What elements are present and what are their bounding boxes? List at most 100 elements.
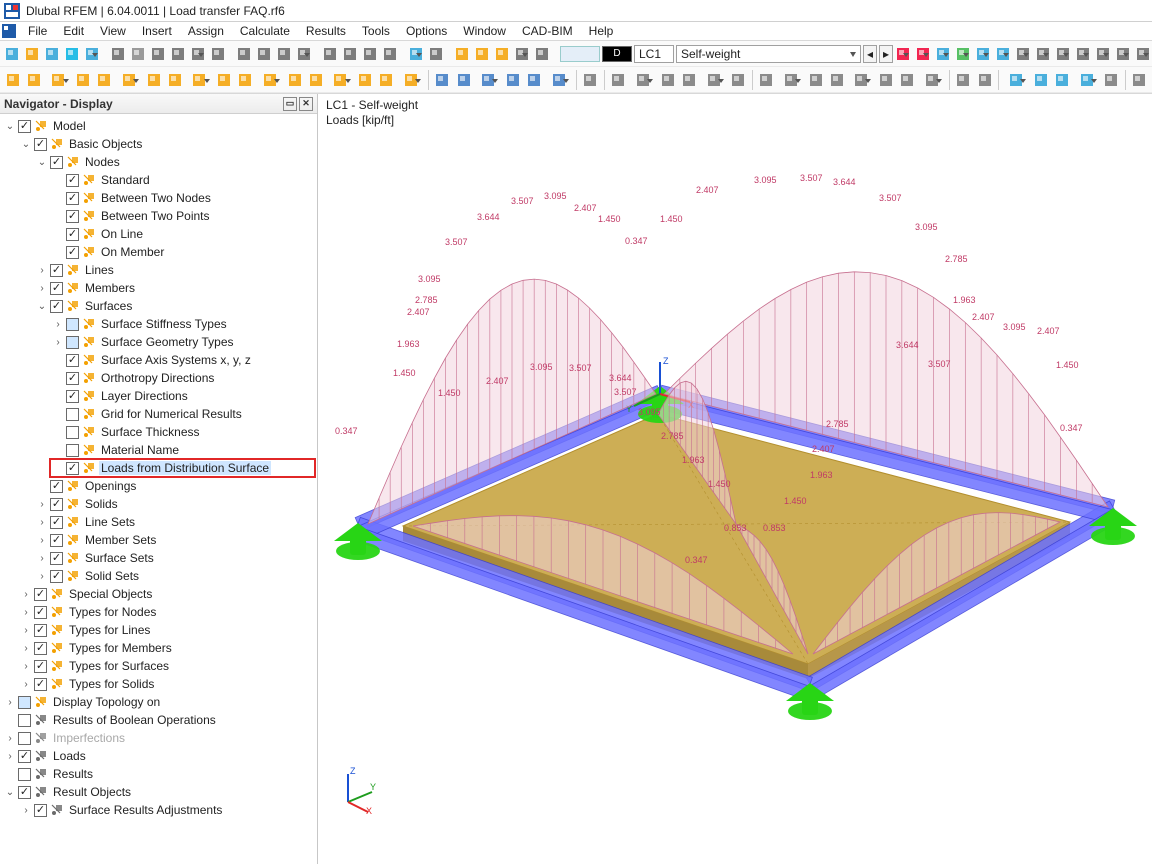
toolbar-button[interactable] [116, 69, 142, 91]
toolbar-button[interactable] [954, 43, 972, 65]
visibility-checkbox[interactable] [66, 336, 79, 349]
tree-row[interactable]: ›Surface Sets [34, 549, 315, 567]
toolbar-button[interactable] [23, 43, 41, 65]
menu-tools[interactable]: Tools [356, 23, 396, 39]
tree-row[interactable]: ›Types for Surfaces [18, 657, 315, 675]
chevron-right-icon[interactable]: › [20, 588, 32, 600]
toolbar-button[interactable] [1003, 69, 1029, 91]
chevron-down-icon[interactable]: ⌄ [4, 120, 16, 132]
tree-row[interactable]: Results [2, 765, 315, 783]
toolbar-button[interactable] [630, 69, 656, 91]
tree-row[interactable]: Surface Thickness [50, 423, 315, 441]
toolbar-button[interactable] [285, 69, 304, 91]
chevron-right-icon[interactable]: › [36, 534, 48, 546]
toolbar-button[interactable] [407, 43, 425, 65]
toolbar-button[interactable] [3, 43, 21, 65]
toolbar-button[interactable] [658, 69, 677, 91]
visibility-checkbox[interactable] [50, 480, 63, 493]
chevron-right-icon[interactable]: › [20, 660, 32, 672]
menu-cadbim[interactable]: CAD-BIM [516, 23, 579, 39]
chevron-right-icon[interactable]: › [36, 282, 48, 294]
toolbar-button[interactable] [848, 69, 874, 91]
toolbar-button[interactable] [321, 43, 339, 65]
toolbar-button[interactable] [3, 69, 22, 91]
visibility-checkbox[interactable] [34, 660, 47, 673]
chevron-right-icon[interactable]: › [4, 750, 16, 762]
visibility-checkbox[interactable] [34, 588, 47, 601]
visibility-checkbox[interactable] [66, 426, 79, 439]
toolbar-button[interactable] [994, 43, 1012, 65]
toolbar-button[interactable] [757, 69, 776, 91]
toolbar-button[interactable] [1014, 43, 1032, 65]
tree-row[interactable]: On Line [50, 225, 315, 243]
tree-row[interactable]: ›Types for Lines [18, 621, 315, 639]
toolbar-button[interactable] [306, 69, 325, 91]
menu-calculate[interactable]: Calculate [234, 23, 296, 39]
toolbar-button[interactable] [975, 69, 994, 91]
tree-row[interactable]: ›Lines [34, 261, 315, 279]
tree-row[interactable]: ›Surface Results Adjustments [18, 801, 315, 819]
visibility-checkbox[interactable] [18, 768, 31, 781]
menu-insert[interactable]: Insert [136, 23, 178, 39]
visibility-checkbox[interactable] [66, 372, 79, 385]
chevron-right-icon[interactable]: › [36, 552, 48, 564]
toolbar-button[interactable] [1054, 43, 1072, 65]
visibility-checkbox[interactable] [50, 300, 63, 313]
tree-row[interactable]: ›Solids [34, 495, 315, 513]
toolbar-button[interactable] [169, 43, 187, 65]
toolbar-button[interactable] [1134, 43, 1152, 65]
toolbar-button[interactable] [74, 69, 93, 91]
toolbar-button[interactable] [700, 69, 726, 91]
toolbar-button[interactable] [377, 69, 396, 91]
toolbar-button[interactable] [1074, 69, 1100, 91]
visibility-checkbox[interactable] [50, 264, 63, 277]
toolbar-button[interactable] [165, 69, 184, 91]
visibility-checkbox[interactable] [66, 174, 79, 187]
visibility-checkbox[interactable] [66, 192, 79, 205]
navigator-close-button[interactable]: ✕ [299, 97, 313, 111]
chevron-right-icon[interactable]: › [20, 678, 32, 690]
chevron-down-icon[interactable]: ⌄ [36, 300, 48, 312]
visibility-checkbox[interactable] [34, 606, 47, 619]
visibility-checkbox[interactable] [66, 408, 79, 421]
toolbar-button[interactable] [433, 69, 452, 91]
toolbar-button[interactable] [1094, 43, 1112, 65]
tree-row[interactable]: ›Types for Members [18, 639, 315, 657]
toolbar-button[interactable] [257, 69, 283, 91]
tree-row[interactable]: ›Types for Nodes [18, 603, 315, 621]
toolbar-button[interactable] [327, 69, 353, 91]
toolbar-button[interactable] [341, 43, 359, 65]
chevron-right-icon[interactable]: › [36, 570, 48, 582]
toolbar-button[interactable] [876, 69, 895, 91]
visibility-checkbox[interactable] [66, 462, 79, 475]
tree-row[interactable]: Orthotropy Directions [50, 369, 315, 387]
toolbar-button[interactable] [1130, 69, 1149, 91]
toolbar-button[interactable] [83, 43, 101, 65]
toolbar-button[interactable] [729, 69, 748, 91]
toolbar-button[interactable] [235, 43, 253, 65]
visibility-checkbox[interactable] [66, 228, 79, 241]
menu-edit[interactable]: Edit [57, 23, 90, 39]
chevron-right-icon[interactable]: › [36, 516, 48, 528]
visibility-checkbox[interactable] [34, 678, 47, 691]
visibility-checkbox[interactable] [18, 750, 31, 763]
toolbar-button[interactable] [453, 43, 471, 65]
toolbar-button[interactable] [295, 43, 313, 65]
visibility-checkbox[interactable] [34, 624, 47, 637]
visibility-checkbox[interactable] [18, 732, 31, 745]
chevron-down-icon[interactable]: ⌄ [4, 786, 16, 798]
menu-view[interactable]: View [94, 23, 132, 39]
visibility-checkbox[interactable] [18, 696, 31, 709]
toolbar-button[interactable] [1102, 69, 1121, 91]
tree-row[interactable]: Standard [50, 171, 315, 189]
tree-row[interactable]: ⌄Model [2, 117, 315, 135]
toolbar-button[interactable] [609, 69, 628, 91]
chevron-right-icon[interactable]: › [20, 804, 32, 816]
tree-row[interactable]: ›Solid Sets [34, 567, 315, 585]
menu-window[interactable]: Window [457, 23, 512, 39]
visibility-checkbox[interactable] [66, 390, 79, 403]
navigator-pin-button[interactable]: ▭ [283, 97, 297, 111]
toolbar-button[interactable] [398, 69, 424, 91]
visibility-checkbox[interactable] [50, 534, 63, 547]
toolbar-button[interactable] [827, 69, 846, 91]
